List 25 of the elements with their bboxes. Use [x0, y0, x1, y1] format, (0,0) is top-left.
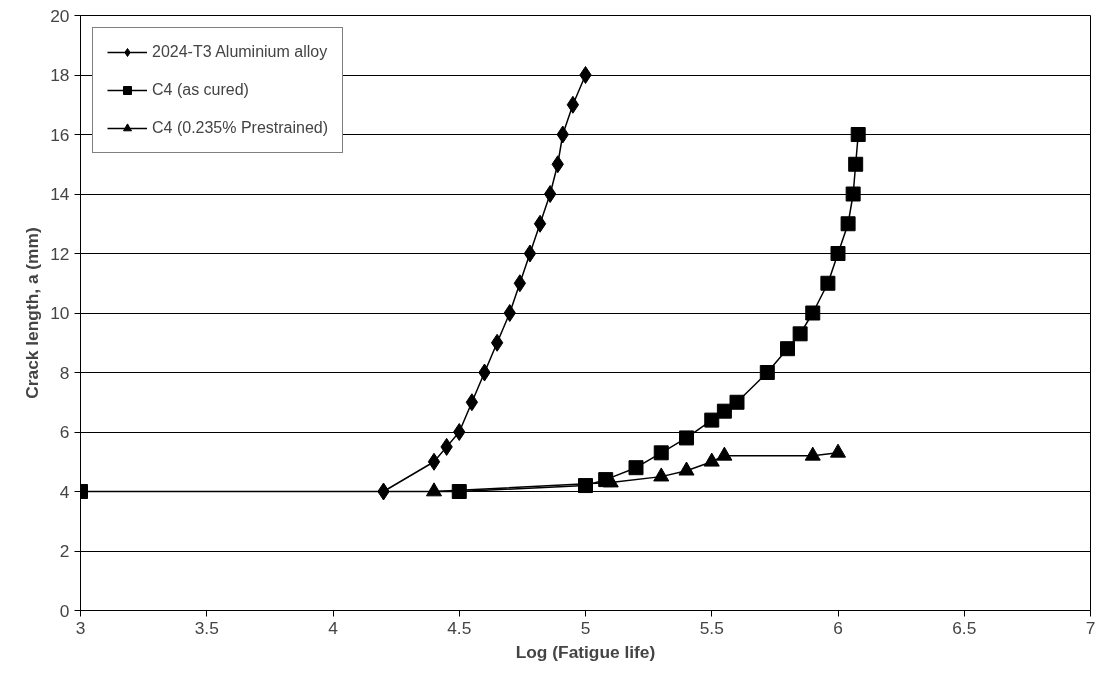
- x-tick-label: 4: [328, 617, 339, 638]
- y-tick-label: 12: [50, 243, 70, 264]
- x-axis-title: Log (Fatigue life): [515, 641, 656, 662]
- y-tick-label: 16: [50, 124, 70, 145]
- y-tick-label: 14: [50, 184, 70, 204]
- y-tick-label: 8: [59, 362, 70, 383]
- y-tick-label: 18: [50, 65, 70, 85]
- x-tick-label: 5: [580, 617, 591, 638]
- legend-label: C4 (0.235% Prestrained): [152, 119, 329, 137]
- x-tick-label: 6.5: [952, 617, 977, 638]
- x-tick-label: 3: [75, 617, 86, 638]
- y-tick-label: 4: [59, 481, 70, 502]
- x-tick-label: 6: [833, 617, 843, 638]
- y-axis-title: Crack length, a (mm): [22, 227, 43, 399]
- x-tick-label: 7: [1085, 617, 1096, 638]
- x-tick-label: 3.5: [194, 617, 219, 638]
- y-tick-label: 20: [50, 5, 70, 26]
- y-tick-label: 6: [59, 422, 70, 442]
- x-tick-label: 5.5: [699, 617, 724, 638]
- x-tick-label: 4.5: [447, 617, 472, 638]
- y-tick-label: 10: [50, 303, 70, 323]
- y-tick-label: 2: [59, 541, 70, 561]
- legend-label: 2024-T3 Aluminium alloy: [152, 43, 328, 61]
- legend-label: C4 (as cured): [152, 81, 249, 99]
- y-tick-label: 0: [59, 600, 70, 621]
